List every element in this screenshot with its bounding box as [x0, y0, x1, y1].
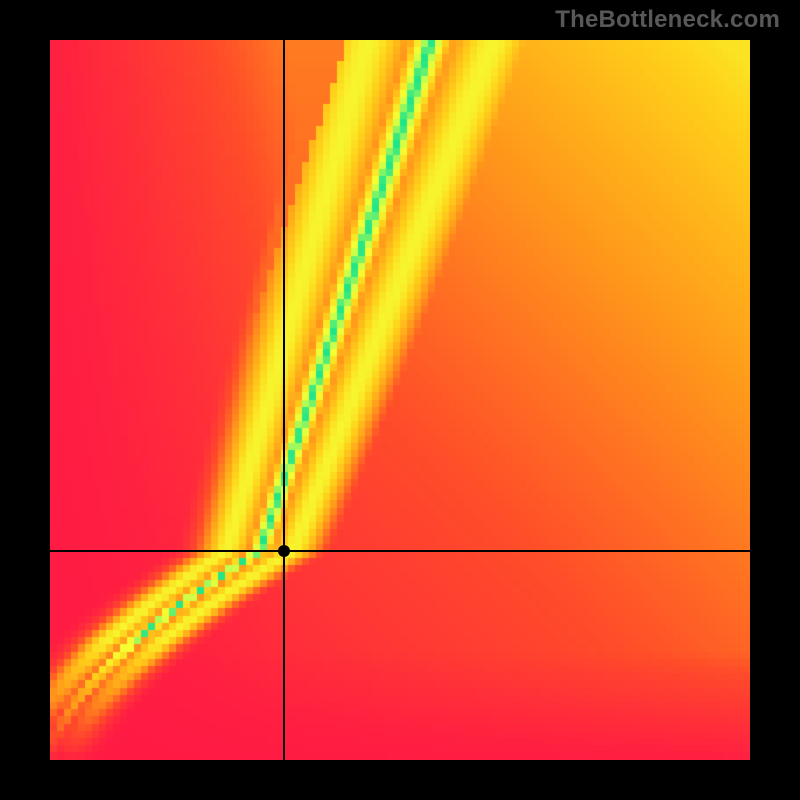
crosshair-horizontal: [50, 550, 750, 552]
heatmap-plot-area: [50, 40, 750, 760]
outer-frame: TheBottleneck.com: [0, 0, 800, 800]
crosshair-vertical: [283, 40, 285, 760]
heatmap-canvas: [50, 40, 750, 760]
crosshair-marker: [278, 545, 290, 557]
watermark-text: TheBottleneck.com: [555, 6, 780, 34]
